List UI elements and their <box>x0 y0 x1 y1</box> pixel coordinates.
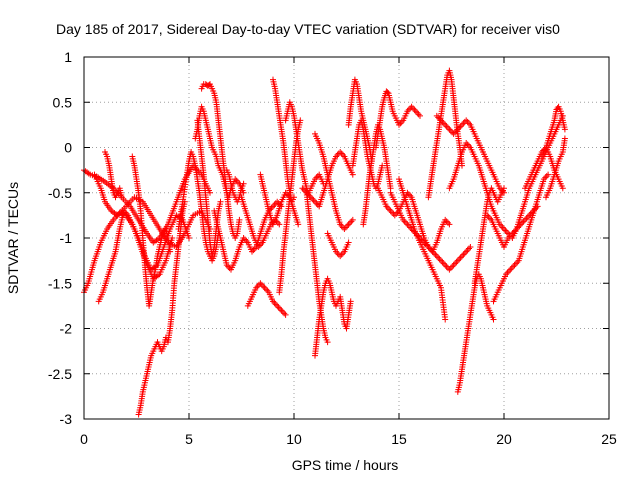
series-track-11 <box>198 81 243 241</box>
y-tick-label: 1 <box>64 49 72 65</box>
y-tick-label: -2.5 <box>48 366 72 382</box>
x-tick-label: 25 <box>601 431 617 447</box>
series-track-34 <box>446 139 507 232</box>
series-track-22 <box>312 275 354 359</box>
series-track-06 <box>129 153 174 309</box>
y-tick-label: -1 <box>60 230 73 246</box>
data-point <box>467 244 474 251</box>
y-tick-label: -2 <box>60 321 73 337</box>
data-point <box>217 198 224 205</box>
series-track-33 <box>433 112 507 196</box>
data-point <box>561 126 568 133</box>
series-track-19 <box>282 99 327 196</box>
data-point <box>347 298 354 305</box>
data-point <box>446 221 453 228</box>
data-point <box>276 221 283 228</box>
data-point <box>324 339 331 346</box>
series-track-42 <box>543 135 568 201</box>
series-track-36 <box>471 185 507 287</box>
data-point <box>384 89 391 96</box>
data-point <box>236 216 243 223</box>
x-tick-label: 10 <box>286 431 302 447</box>
y-tick-label: -3 <box>60 411 73 427</box>
y-tick-label: 0 <box>64 140 72 156</box>
plot-frame <box>83 56 610 420</box>
y-axis-label: SDTVAR / TECUs <box>5 182 21 294</box>
x-tick-label: 20 <box>496 431 512 447</box>
x-axis-label: GPS time / hours <box>292 457 399 473</box>
data-point <box>545 171 552 178</box>
data-point <box>501 185 507 192</box>
data-point <box>118 194 125 201</box>
x-tick-label: 15 <box>391 431 407 447</box>
series-track-29 <box>375 185 453 255</box>
series-track-32 <box>425 67 465 201</box>
data-point <box>349 171 356 178</box>
series-track-31 <box>396 176 449 323</box>
series-track-05 <box>102 149 125 201</box>
data-point <box>167 248 174 255</box>
series-track-41 <box>538 103 568 160</box>
axes: -3-2.5-2-1.5-1-0.500.510 5 10 15 20 25 <box>48 49 617 447</box>
series-track-38 <box>490 171 552 305</box>
data-point <box>297 117 304 124</box>
y-tick-label: 0.5 <box>53 94 73 110</box>
series-track-24 <box>324 230 352 260</box>
chart-title: Day 185 of 2017, Sidereal Day-to-day VTE… <box>56 21 560 37</box>
y-tick-label: -0.5 <box>48 185 72 201</box>
data-point <box>240 180 247 187</box>
data-point <box>282 311 289 318</box>
y-tick-label: -1.5 <box>48 275 72 291</box>
data-markers <box>81 67 568 418</box>
series-track-16 <box>257 171 302 228</box>
series-track-18 <box>276 117 304 296</box>
data-point <box>186 235 192 241</box>
data-point <box>490 316 497 323</box>
data-point <box>561 135 568 142</box>
x-tick-label: 5 <box>185 431 193 447</box>
data-point <box>417 112 423 119</box>
x-tick-label: 0 <box>80 431 88 447</box>
series-track-15 <box>244 280 289 318</box>
data-point <box>559 185 566 192</box>
series-track-30 <box>387 189 474 273</box>
series-track-07 <box>135 198 188 418</box>
data-point <box>349 216 356 223</box>
data-point <box>345 239 352 246</box>
data-point <box>442 316 449 323</box>
series-track-28 <box>372 88 423 151</box>
data-point <box>295 221 302 228</box>
series-track-23 <box>312 130 356 232</box>
